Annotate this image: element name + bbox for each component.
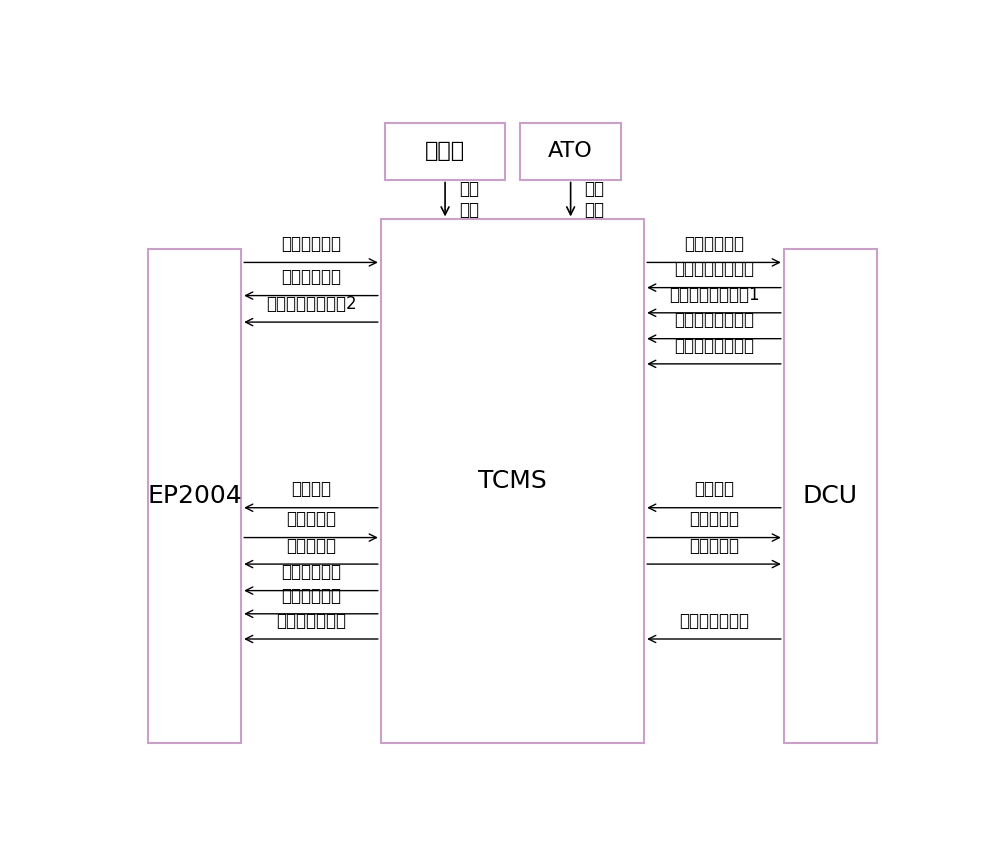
Text: 单车实际电制动力2: 单车实际电制动力2 <box>266 294 356 313</box>
Text: 总制动力需求: 总制动力需求 <box>281 269 341 287</box>
Text: 电制动退出: 电制动退出 <box>689 536 739 554</box>
Text: 电制动切除: 电制动切除 <box>286 511 336 529</box>
Text: 滑行检测: 滑行检测 <box>694 480 734 499</box>
Bar <box>784 249 877 743</box>
Text: 制动
指令: 制动 指令 <box>459 180 479 219</box>
Text: 保持制动施加: 保持制动施加 <box>281 563 341 581</box>
Text: 单车实际电制动力1: 单车实际电制动力1 <box>669 286 759 304</box>
Text: 单车电制动可用: 单车电制动可用 <box>276 611 346 629</box>
Text: 制动
指令: 制动 指令 <box>585 180 605 219</box>
Text: 单车电制动力需求: 单车电制动力需求 <box>674 260 754 278</box>
Text: 司控器: 司控器 <box>425 141 465 161</box>
Text: 单车可用电制动力: 单车可用电制动力 <box>674 312 754 330</box>
Text: 电制动切除: 电制动切除 <box>689 511 739 529</box>
Text: 单车电制动可用: 单车电制动可用 <box>679 611 749 629</box>
Text: 保持制动缓解: 保持制动缓解 <box>281 586 341 604</box>
Text: TCMS: TCMS <box>478 469 547 493</box>
Bar <box>381 220 644 743</box>
Text: 单车虚拟电制动力: 单车虚拟电制动力 <box>674 337 754 355</box>
Text: DCU: DCU <box>803 484 858 508</box>
Bar <box>385 123 505 180</box>
Text: EP2004: EP2004 <box>147 484 242 508</box>
Text: 电制动退出: 电制动退出 <box>286 536 336 554</box>
Text: 滑行检测: 滑行检测 <box>291 480 331 499</box>
Text: ATO: ATO <box>548 141 593 161</box>
Bar <box>520 123 621 180</box>
Bar <box>148 249 241 743</box>
Text: 车重修正系数: 车重修正系数 <box>684 235 744 253</box>
Text: 车辆载荷信号: 车辆载荷信号 <box>281 235 341 253</box>
